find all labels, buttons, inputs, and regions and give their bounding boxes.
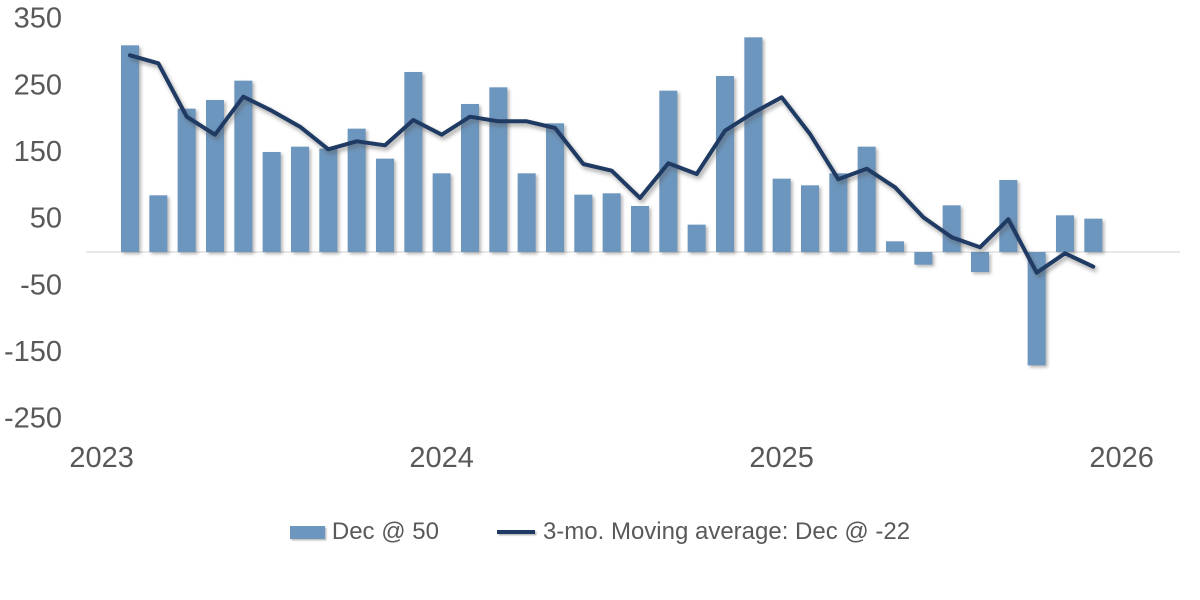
bar-Nov-2025: [1055, 215, 1074, 252]
bar-Jan-2025: [772, 178, 791, 252]
bar-May-2025: [885, 241, 904, 252]
bar-Mar-2025: [829, 173, 848, 252]
bar-Apr-2023: [177, 108, 196, 253]
bar-Sep-2025: [999, 180, 1018, 252]
y-axis-tick-label: 50: [30, 203, 62, 235]
bar-Dec-2025: [1084, 218, 1103, 252]
bar-Oct-2023: [347, 128, 366, 252]
bar-Apr-2025: [857, 146, 876, 252]
bar-Jun-2025: [914, 252, 933, 265]
bar-Mar-2023: [149, 195, 168, 252]
x-axis-tick-label: 2025: [749, 442, 814, 474]
legend-item-bars: Dec @ 50: [289, 518, 439, 546]
bar-Nov-2024: [715, 76, 734, 252]
bar-Dec-2023: [404, 72, 423, 252]
bar-Jul-2025: [942, 205, 961, 252]
legend-item-line: 3-mo. Moving average: Dec @ -22: [496, 518, 911, 546]
bar-Sep-2024: [659, 90, 678, 253]
bar-Jul-2023: [262, 152, 281, 252]
bar-series: [121, 37, 1103, 366]
chart-legend: Dec @ 50 3-mo. Moving average: Dec @ -22: [0, 518, 1200, 546]
y-axis-tick-label: 250: [14, 69, 62, 101]
bar-Mar-2024: [489, 87, 508, 252]
bar-Jun-2024: [574, 194, 593, 252]
bar-Aug-2023: [290, 146, 309, 252]
bar-Nov-2023: [375, 158, 394, 252]
x-axis-tick-label: 2026: [1089, 442, 1154, 474]
bar-Oct-2025: [1027, 252, 1046, 366]
bar-Jun-2023: [234, 80, 253, 253]
line-series-swatch-icon: [496, 530, 535, 534]
bar-Oct-2024: [687, 224, 706, 252]
x-axis-tick-label: 2024: [409, 442, 474, 474]
line-series-label: 3-mo. Moving average: Dec @ -22: [542, 518, 911, 545]
moving-average-line: [128, 53, 1096, 275]
bar-Feb-2023: [121, 45, 139, 253]
y-axis-tick-label: -150: [4, 336, 62, 368]
bar-Feb-2024: [460, 104, 479, 252]
x-axis-tick-label: 2023: [69, 442, 134, 474]
bar-Aug-2024: [630, 206, 649, 252]
y-axis-tick-label: 350: [14, 3, 62, 35]
y-axis-tick-label: -250: [4, 403, 62, 435]
bar-series-swatch-icon: [289, 525, 325, 539]
bar-May-2024: [545, 123, 564, 252]
y-axis-tick-label: 150: [14, 136, 62, 168]
bar-Apr-2024: [517, 173, 536, 252]
bar-series-label: Dec @ 50: [331, 518, 439, 545]
bar-May-2023: [205, 100, 224, 252]
y-axis-tick-label: -50: [20, 269, 62, 301]
bar-Sep-2023: [319, 148, 338, 252]
bar-Dec-2024: [744, 37, 763, 253]
bar-Feb-2025: [800, 185, 819, 252]
bar-Jan-2024: [432, 173, 451, 252]
bar-Aug-2025: [970, 252, 989, 272]
bar-Jul-2024: [602, 193, 621, 252]
